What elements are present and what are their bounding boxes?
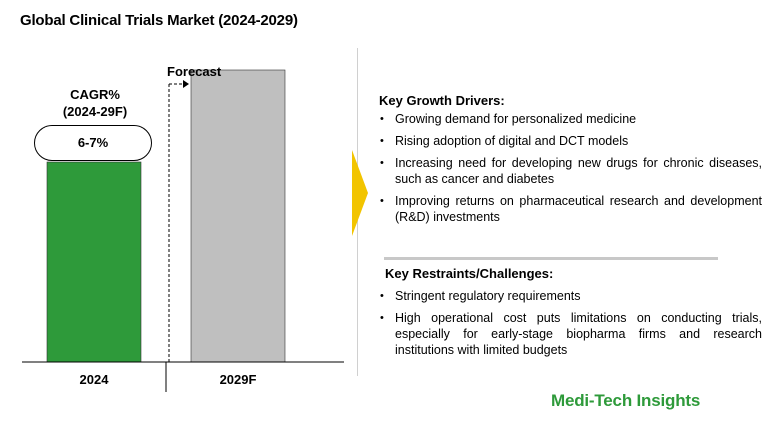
list-item: Increasing need for developing new drugs… — [378, 155, 762, 187]
chevron-right-icon — [352, 150, 368, 236]
bar-2029F — [190, 69, 286, 363]
cagr-heading-line2: (2024-29F) — [62, 104, 128, 119]
market-bar-chart: 2024 2029F — [22, 69, 344, 392]
bar-2024 — [46, 161, 142, 363]
list-item: Improving returns on pharmaceutical rese… — [378, 193, 762, 225]
growth-drivers-list: Growing demand for personalized medicine… — [378, 111, 762, 231]
cagr-value-badge: 6-7% — [34, 125, 152, 161]
x-tick-label: 2029F — [220, 372, 257, 387]
section-separator — [384, 257, 718, 260]
brand-logo: Medi-Tech Insights — [551, 391, 701, 410]
list-item: Stringent regulatory requirements — [378, 288, 762, 304]
cagr-heading: CAGR% (2024-29F) — [40, 86, 150, 120]
forecast-label: Forecast — [167, 64, 222, 79]
x-tick-label: 2024 — [80, 372, 110, 387]
page-title: Global Clinical Trials Market (2024-2029… — [20, 12, 298, 29]
growth-drivers-heading: Key Growth Drivers: — [379, 93, 505, 108]
restraints-list: Stringent regulatory requirements High o… — [378, 288, 762, 364]
cagr-heading-line1: CAGR% — [70, 87, 120, 102]
forecast-arrow-head — [183, 80, 189, 88]
restraints-heading: Key Restraints/Challenges: — [385, 266, 554, 281]
list-item: High operational cost puts limitations o… — [378, 310, 762, 358]
list-item: Rising adoption of digital and DCT model… — [378, 133, 762, 149]
list-item: Growing demand for personalized medicine — [378, 111, 762, 127]
forecast-bracket — [168, 83, 183, 362]
